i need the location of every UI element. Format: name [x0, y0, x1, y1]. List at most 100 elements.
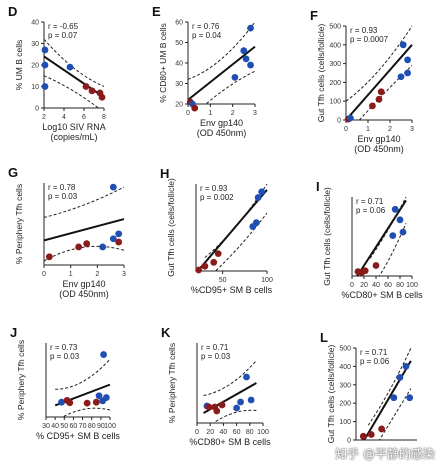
data-point-blue [391, 205, 399, 213]
data-point-red [218, 401, 226, 409]
y-tick-label: 0 [347, 438, 351, 445]
data-point-red [369, 102, 376, 110]
y-tick-label: 0 [337, 118, 341, 125]
data-point-red [377, 88, 385, 96]
x-tick-label: 100 [406, 282, 418, 289]
confidence-band [205, 70, 256, 104]
data-point-blue [396, 374, 404, 381]
x-tick-label: 100 [257, 429, 269, 436]
panel-letter: E [152, 4, 161, 19]
data-point-blue [102, 394, 110, 401]
stat-label: p = 0.0007 [350, 35, 389, 44]
x-axis-label: Log10 SIV RNA [42, 122, 106, 132]
x-tick-label: 4 [62, 114, 66, 121]
x-tick-label: 80 [246, 429, 254, 436]
data-point-red [45, 253, 53, 261]
data-point-blue [247, 396, 255, 404]
panel-G: G 0 1 2 3 r = 0.78p = 0.03 Env gp140(OD 450nm)… [8, 165, 126, 299]
x-tick-label: 3 [122, 271, 126, 278]
x-tick-label: 2 [95, 271, 99, 278]
data-point-blue [258, 188, 266, 196]
data-point-blue [404, 56, 411, 64]
x-tick-label: 8 [102, 114, 106, 121]
data-point-red [213, 407, 221, 415]
x-axis-label: %CD80+ SM B cells [341, 290, 423, 300]
y-tick-label: 40 [175, 61, 183, 68]
data-point-red [372, 262, 380, 269]
y-tick-label: 100 [329, 99, 341, 106]
panel-letter: F [310, 8, 318, 23]
x-tick-label: 70 [79, 423, 87, 430]
regression-line [346, 44, 413, 120]
data-point-blue [99, 243, 107, 251]
stat-label: r = -0.65 [48, 22, 79, 31]
data-point-blue [100, 351, 107, 358]
data-point-blue [115, 230, 123, 238]
x-tick-label: 0 [186, 110, 190, 117]
data-point-blue [397, 73, 405, 81]
stat-label: r = 0.71 [360, 348, 388, 357]
watermark: 知乎 @平静的感染 [335, 447, 435, 461]
panel-F: F 0 1 2 3 0 100 200 300 400 500 r = 0.93p = 0.0007 E… [310, 8, 414, 154]
data-point-red [92, 398, 100, 406]
x-tick-label: 0 [195, 429, 199, 436]
panel-D: D 2 4 6 8 0 10 20 30 40 r = -0.65p = 0.07 Log10 SIV… [8, 4, 106, 142]
panel-letter: L [320, 330, 328, 345]
y-tick-label: 400 [339, 364, 351, 371]
y-tick-label: 500 [339, 346, 351, 353]
data-point-red [83, 240, 91, 248]
x-tick-label: 30 [42, 423, 50, 430]
regression-line [363, 360, 412, 440]
y-axis-label: % CD80+ UM B cells [158, 23, 168, 103]
y-axis-label: Gut Tfh cells (cells/follicle) [316, 24, 326, 123]
y-axis-label: % Periphery Tfh cells [167, 343, 177, 423]
data-point-red [98, 93, 106, 101]
data-point-blue [240, 47, 248, 55]
y-tick-label: 40 [31, 20, 39, 27]
x-tick-label: 0 [350, 282, 354, 289]
stat-label: r = 0.76 [192, 22, 220, 31]
x-axis-label: Env gp140 [357, 134, 400, 144]
data-point-red [367, 431, 375, 438]
data-point-blue [95, 392, 103, 400]
y-axis-label: % Periphery Tfh cells [16, 340, 26, 420]
data-point-blue [247, 24, 254, 32]
confidence-band [44, 186, 125, 218]
x-tick-label: 0 [344, 126, 348, 133]
x-axis-label: (copies/mL) [50, 132, 97, 142]
panel-letter: J [10, 325, 17, 340]
data-point-blue [66, 63, 74, 71]
x-tick-label: 1 [208, 110, 212, 117]
y-axis-label: Gut Tfh cells (cells/follicle) [322, 187, 332, 286]
stat-label: p = 0.04 [192, 31, 222, 40]
data-point-blue [254, 194, 262, 201]
x-tick-label: 80 [88, 423, 96, 430]
x-tick-label: 6 [82, 114, 86, 121]
y-tick-label: 500 [329, 24, 341, 31]
confidence-band [378, 388, 412, 440]
stat-label: r = 0.73 [50, 343, 78, 352]
data-point-blue [243, 373, 250, 381]
x-tick-label: 3 [410, 126, 414, 133]
x-axis-label: % CD95+ SM B cells [36, 431, 120, 441]
x-axis-label: Env gp140 [200, 118, 243, 128]
confidence-band [369, 196, 407, 259]
stat-label: r = 0.71 [201, 343, 229, 352]
data-point-red [375, 95, 383, 103]
data-point-blue [231, 73, 239, 81]
data-point-blue [347, 114, 354, 122]
x-tick-label: 0 [42, 271, 46, 278]
confidence-band [44, 75, 100, 108]
x-axis-label: %CD80+ SM B cells [189, 437, 271, 447]
x-tick-label: 1 [69, 271, 73, 278]
x-axis-label: (OD 450nm) [59, 289, 109, 299]
y-tick-label: 400 [329, 42, 341, 49]
y-tick-label: 200 [339, 401, 351, 408]
stat-label: p = 0.002 [200, 193, 234, 202]
panel-letter: I [316, 179, 320, 194]
panel-letter: K [161, 325, 171, 340]
plot-area [188, 21, 256, 104]
y-tick-label: 30 [31, 41, 39, 48]
plot-area [54, 358, 111, 417]
y-tick-label: 300 [329, 61, 341, 68]
